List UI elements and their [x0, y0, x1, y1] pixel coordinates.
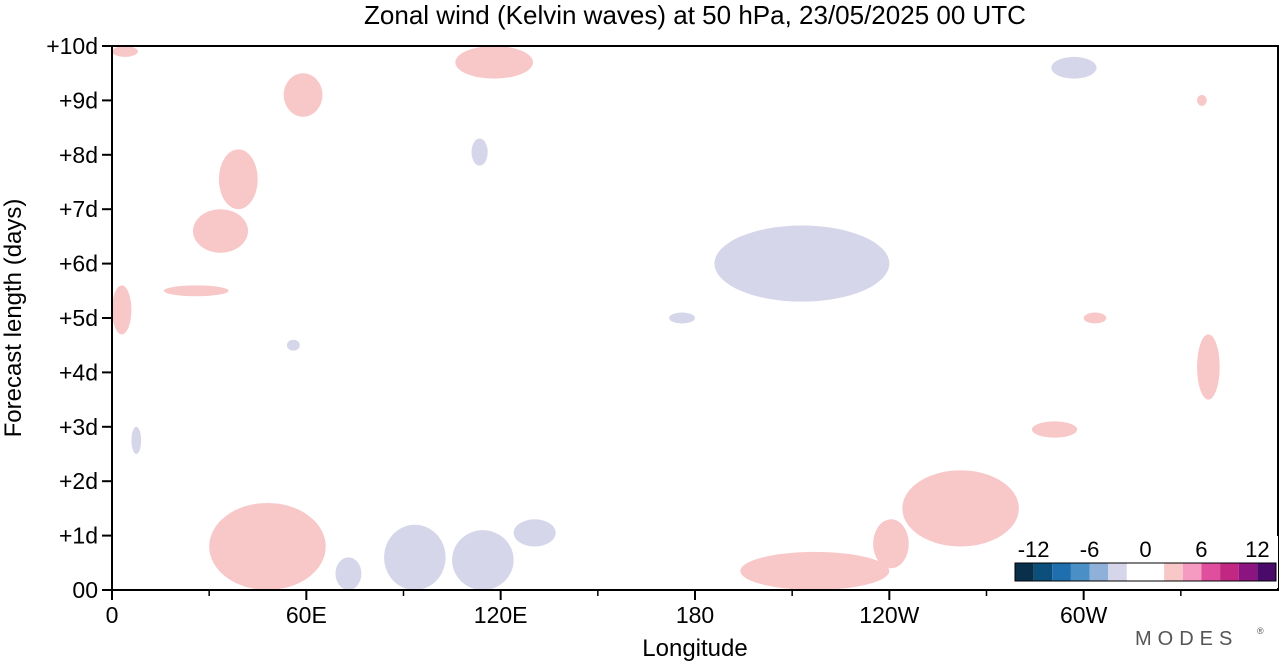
- y-tick-label: +6d: [59, 251, 98, 277]
- brand-name: MODES: [1135, 628, 1238, 650]
- positive-anomaly-region-4: [218, 149, 258, 210]
- colorbar-bin: [1238, 563, 1258, 581]
- positive-anomaly-region-12: [1197, 334, 1220, 400]
- negative-anomaly-region-21: [714, 225, 890, 302]
- colorbar-bin: [1145, 563, 1165, 581]
- y-tick-label: +3d: [59, 414, 98, 440]
- x-axis-label: Longitude: [642, 635, 747, 662]
- colorbar-tick-label: -6: [1080, 537, 1100, 562]
- y-axis: 00 +1d +2d +3d +4d +5d +6d +7d +8d +9d +10d: [46, 33, 112, 603]
- colorbar-bin: [1033, 563, 1053, 581]
- negative-anomaly-region-23: [131, 426, 142, 454]
- colorbar-bin: [1089, 563, 1109, 581]
- positive-anomaly-region-10: [902, 470, 1019, 547]
- positive-anomaly-region-14: [1083, 312, 1107, 324]
- positive-anomaly-region-0: [112, 285, 132, 335]
- colorbar-bin: [1257, 563, 1276, 581]
- positive-anomaly-region-6: [455, 46, 534, 79]
- colorbar: -12 -6 0 6 12: [1011, 536, 1278, 588]
- y-tick-label: +4d: [59, 359, 98, 385]
- colorbar-tick-label: 6: [1195, 537, 1207, 562]
- negative-anomaly-region-16: [384, 524, 446, 590]
- colorbar-bin: [1052, 563, 1071, 581]
- colorbar-bin: [1015, 563, 1034, 581]
- positive-anomaly-region-3: [192, 209, 249, 253]
- chart-title: Zonal wind (Kelvin waves) at 50 hPa, 23/…: [364, 0, 1026, 30]
- x-tick-label: 0: [106, 602, 119, 628]
- y-tick-label: +10d: [46, 33, 98, 59]
- colorbar-bin: [1108, 563, 1127, 581]
- x-tick-label: 120W: [859, 602, 919, 628]
- y-tick-label: +2d: [59, 468, 98, 494]
- negative-anomaly-region-20: [669, 312, 695, 324]
- y-axis-label: Forecast length (days): [0, 199, 27, 438]
- negative-anomaly-region-18: [513, 519, 556, 547]
- negative-anomaly-region-22: [286, 339, 300, 351]
- y-tick-label: +1d: [59, 523, 98, 549]
- y-tick-label: +7d: [59, 196, 98, 222]
- x-tick-label: 120E: [474, 602, 528, 628]
- brand-registered-mark: ®: [1257, 626, 1264, 636]
- x-tick-label: 180: [676, 602, 714, 628]
- positive-anomaly-region-2: [163, 285, 229, 297]
- positive-anomaly-region-8: [740, 551, 890, 590]
- negative-anomaly-region-19: [471, 138, 488, 166]
- positive-anomaly-region-1: [112, 46, 138, 57]
- positive-anomaly-region-9: [873, 519, 909, 569]
- colorbar-bin: [1070, 563, 1090, 581]
- y-tick-label: +9d: [59, 87, 98, 113]
- positive-anomaly-region-5: [283, 73, 323, 117]
- colorbar-bin: [1164, 563, 1183, 581]
- y-tick-label: +5d: [59, 305, 98, 331]
- positive-anomaly-region-11: [1031, 421, 1078, 438]
- colorbar-tick-label: 12: [1245, 537, 1269, 562]
- positive-anomaly-region-7: [209, 502, 326, 590]
- x-axis: 0 60E 120E 180 120W 60W: [106, 590, 1182, 628]
- negative-anomaly-region-24: [1051, 56, 1097, 79]
- negative-anomaly-region-15: [335, 557, 362, 590]
- anomaly-regions: [112, 46, 1220, 590]
- x-tick-label: 60W: [1060, 602, 1108, 628]
- y-tick-label: +8d: [59, 142, 98, 168]
- colorbar-bin: [1201, 563, 1221, 581]
- colorbar-tick-label: 0: [1139, 537, 1151, 562]
- colorbar-tick-label: -12: [1018, 537, 1050, 562]
- colorbar-bin: [1126, 563, 1146, 581]
- colorbar-outline: [1014, 562, 1277, 582]
- positive-anomaly-region-13: [1197, 94, 1207, 106]
- y-tick-label: 00: [72, 577, 98, 603]
- x-tick-label: 60E: [286, 602, 327, 628]
- colorbar-bin: [1182, 563, 1202, 581]
- colorbar-bin: [1220, 563, 1239, 581]
- negative-anomaly-region-17: [452, 530, 514, 590]
